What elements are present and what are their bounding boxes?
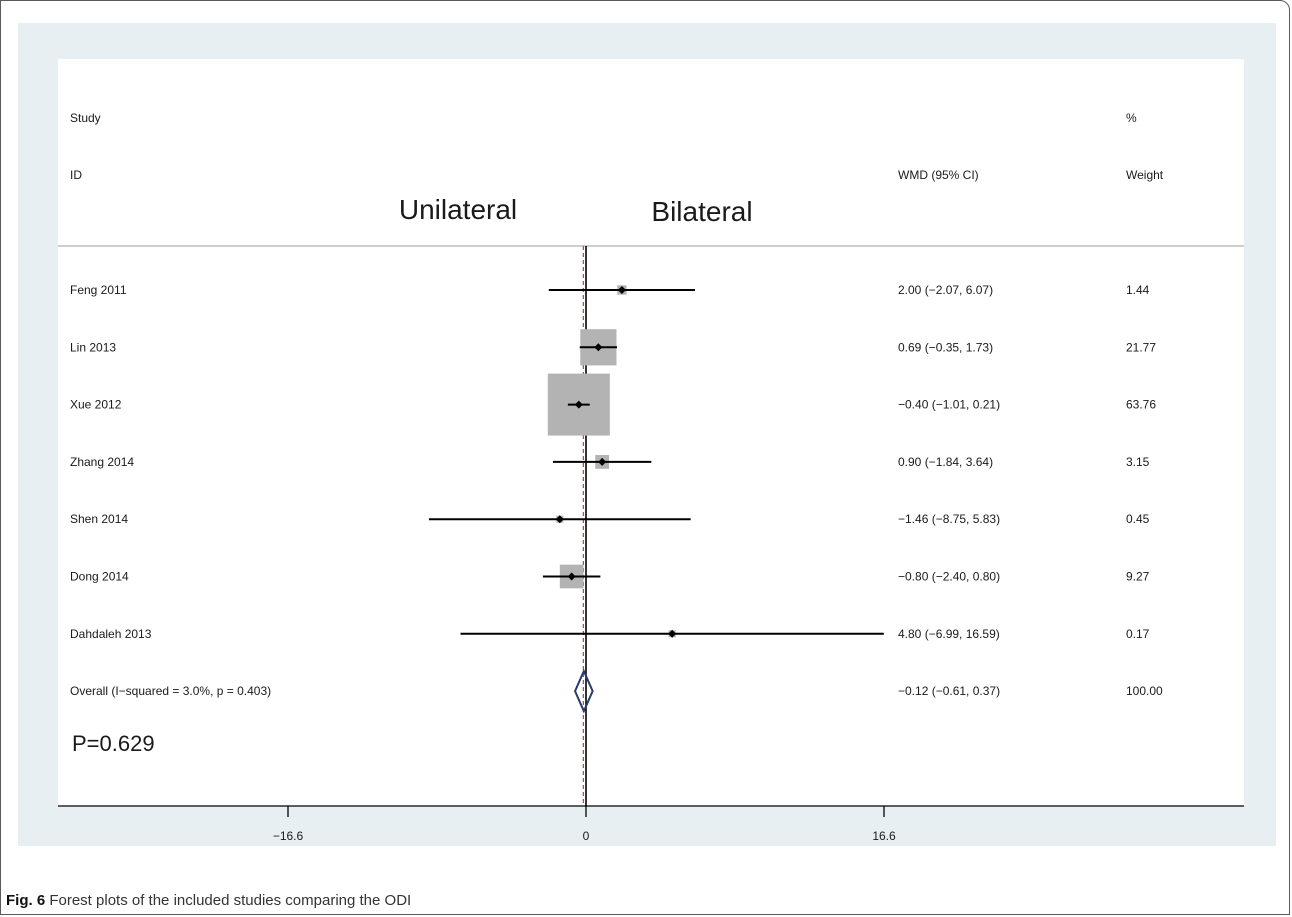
point-estimate (668, 629, 677, 638)
study-name: Zhang 2014 (70, 455, 134, 469)
direction-right-label: Bilateral (651, 196, 752, 227)
study-weight-text: 63.76 (1126, 398, 1156, 412)
header-study: Study (70, 111, 101, 125)
study-name: Dahdaleh 2013 (70, 627, 152, 641)
study-ci-text: 0.90 (−1.84, 3.64) (898, 455, 993, 469)
point-estimate (617, 286, 626, 294)
figure-label: Fig. 6 (6, 892, 46, 909)
point-estimate (594, 343, 603, 352)
study-weight-text: 1.44 (1126, 283, 1150, 297)
overall-ci-text: −0.12 (−0.61, 0.37) (898, 684, 1000, 698)
header-id: ID (70, 168, 82, 182)
point-estimate (574, 400, 583, 409)
point-estimate (567, 572, 576, 581)
caption-text: Forest plots of the included studies com… (45, 892, 412, 909)
study-name: Xue 2012 (70, 398, 122, 412)
overall-label: Overall (I−squared = 3.0%, p = 0.403) (70, 684, 271, 698)
point-estimate (555, 515, 564, 524)
study-weight-text: 3.15 (1126, 455, 1150, 469)
x-tick-label: 0 (583, 829, 590, 843)
study-ci-text: 2.00 (−2.07, 6.07) (898, 283, 993, 297)
point-estimate (598, 457, 607, 466)
plot-area (58, 59, 1244, 806)
study-name: Shen 2014 (70, 512, 128, 526)
study-name: Lin 2013 (70, 340, 116, 354)
header-weight: Weight (1126, 168, 1164, 182)
x-tick-label: 16.6 (872, 829, 896, 843)
x-tick-label: −16.6 (273, 829, 304, 843)
study-ci-text: −0.40 (−1.01, 0.21) (898, 398, 1000, 412)
study-name: Dong 2014 (70, 570, 129, 584)
header-percent: % (1126, 111, 1137, 125)
direction-left-label: Unilateral (399, 194, 517, 225)
study-ci-text: 0.69 (−0.35, 1.73) (898, 340, 993, 354)
study-ci-text: −0.80 (−2.40, 0.80) (898, 570, 1000, 584)
study-name: Feng 2011 (70, 283, 127, 297)
study-weight-text: 9.27 (1126, 570, 1150, 584)
overall-diamond (573, 668, 594, 714)
study-weight-text: 0.17 (1126, 627, 1150, 641)
study-ci-text: −1.46 (−8.75, 5.83) (898, 512, 1000, 526)
figure-caption: Fig. 6 Forest plots of the included stud… (6, 892, 411, 909)
p-value-text: P=0.629 (72, 731, 155, 756)
study-weight-text: 21.77 (1126, 340, 1156, 354)
overall-weight-text: 100.00 (1126, 684, 1163, 698)
study-ci-text: 4.80 (−6.99, 16.59) (898, 627, 1000, 641)
header-effect: WMD (95% CI) (898, 168, 979, 182)
study-weight-text: 0.45 (1126, 512, 1150, 526)
